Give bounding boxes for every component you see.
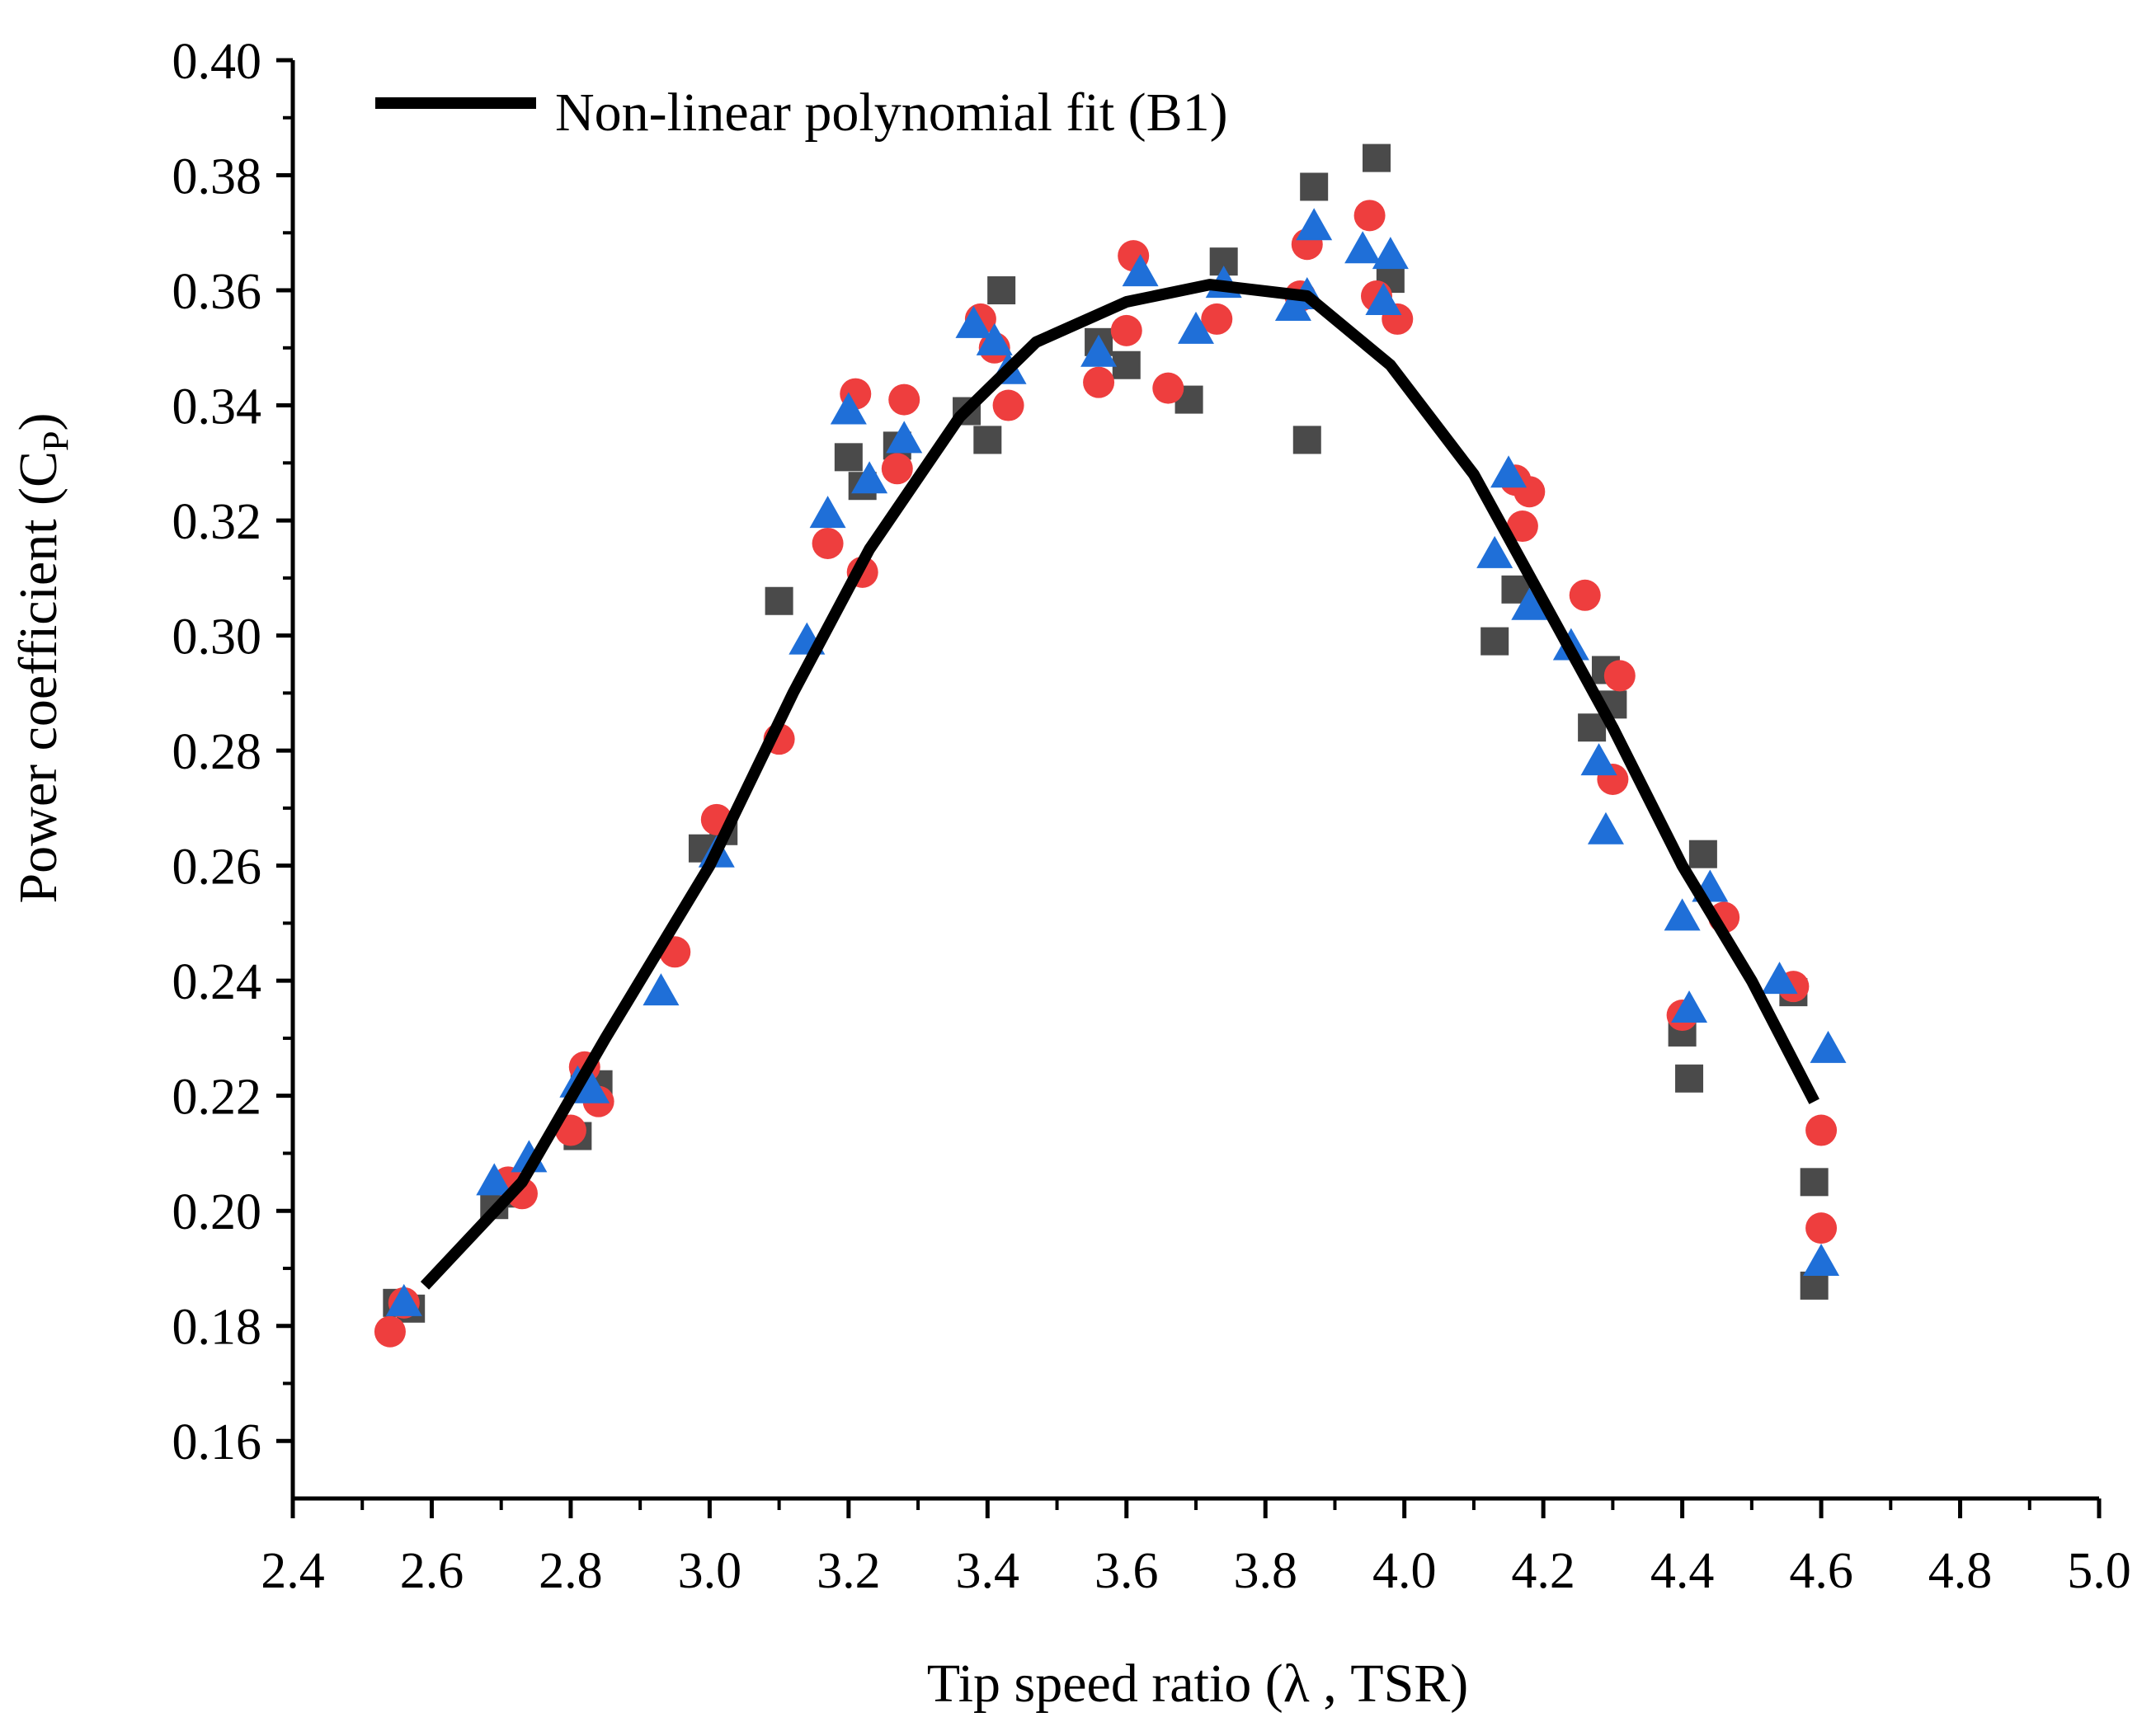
y-tick-label: 0.32 — [172, 494, 262, 550]
x-tick-label: 3.0 — [678, 1543, 742, 1599]
y-tick-label: 0.40 — [172, 34, 262, 90]
circle-point — [1353, 200, 1386, 232]
triangle-point — [476, 1163, 513, 1196]
fit-line-group — [420, 279, 1819, 1290]
x-tick-label: 5.0 — [2067, 1543, 2131, 1599]
legend: Non-linear polynomial fit (B1) — [375, 82, 1228, 143]
triangle-point — [1122, 254, 1159, 287]
circle-point — [1569, 579, 1601, 611]
square-point — [1800, 1168, 1829, 1197]
triangle-point — [1476, 535, 1513, 568]
y-axis-title-subscript: P — [35, 430, 76, 450]
circle-point — [888, 383, 920, 416]
square-point — [1800, 1271, 1829, 1300]
square-point — [1675, 1064, 1704, 1093]
x-axis-title: Tip speed ratio (λ , TSR) — [927, 1654, 1469, 1714]
y-tick-label: 0.16 — [172, 1414, 262, 1470]
triangle-point — [1178, 311, 1214, 344]
square-point — [1112, 350, 1141, 379]
x-tick-label: 4.2 — [1511, 1543, 1575, 1599]
y-tick-label: 0.24 — [172, 954, 262, 1010]
triangle-point — [1671, 990, 1708, 1023]
circle-point — [1506, 510, 1538, 543]
y-axis-title-paren-close: ) — [8, 412, 68, 430]
y-tick-label: 0.18 — [172, 1300, 262, 1356]
y-tick-label: 0.36 — [172, 264, 262, 320]
y-tick-label: 0.20 — [172, 1184, 262, 1240]
x-tick-label: 2.4 — [261, 1543, 325, 1599]
triangle-point — [643, 973, 680, 1006]
y-tick-label: 0.30 — [172, 609, 262, 666]
x-tick-label: 4.0 — [1372, 1543, 1437, 1599]
x-tick-label: 3.8 — [1233, 1543, 1297, 1599]
circle-point — [1110, 314, 1142, 346]
triangle-point — [1080, 334, 1118, 367]
circle-point — [992, 389, 1024, 421]
triangle-point — [573, 1070, 610, 1103]
x-tick-label: 3.2 — [817, 1543, 881, 1599]
triangle-point — [851, 461, 888, 494]
square-point — [987, 276, 1016, 305]
y-axis-title-paren-open: ( — [8, 487, 68, 519]
triangle-point — [1372, 237, 1409, 270]
x-tick-label: 4.6 — [1789, 1543, 1853, 1599]
fit-line — [420, 279, 1819, 1290]
x-tick-label: 3.4 — [956, 1543, 1020, 1599]
square-point — [1292, 426, 1321, 454]
circle-point — [1152, 372, 1184, 404]
square-point — [1688, 840, 1717, 868]
x-tick-label: 2.6 — [400, 1543, 464, 1599]
legend-label: Non-linear polynomial fit (B1) — [555, 82, 1228, 143]
ticks: 0.16 0.18 0.20 0.22 0.24 0.26 0.28 0.30 0.32 0.34… — [172, 34, 2131, 1599]
square-point — [834, 443, 863, 472]
y-tick-label: 0.38 — [172, 149, 262, 205]
circle-point — [1083, 366, 1115, 398]
y-tick-label: 0.28 — [172, 724, 262, 780]
square-point — [1480, 627, 1509, 656]
triangle-point — [1490, 455, 1528, 488]
triangle-point — [1580, 743, 1617, 776]
circle-point — [1805, 1114, 1838, 1146]
triangle-point — [955, 305, 992, 338]
triangle-point — [1761, 962, 1798, 995]
triangle-point — [976, 322, 1013, 355]
y-tick-label: 0.26 — [172, 840, 262, 896]
square-point — [973, 426, 1002, 454]
y-axis-title: Power coefficient (CP) — [8, 412, 76, 903]
y-tick-label: 0.34 — [172, 379, 262, 435]
circle-point — [1201, 303, 1233, 335]
triangle-point — [1664, 898, 1701, 931]
circle-point — [1603, 660, 1636, 692]
triangle-point — [1810, 1030, 1847, 1063]
square-point — [1363, 143, 1391, 172]
square-point — [765, 586, 793, 615]
y-axis-title-main: Power coefficient — [8, 519, 68, 903]
circle-point — [374, 1315, 406, 1348]
circle-point — [1805, 1212, 1838, 1244]
x-tick-label: 2.8 — [539, 1543, 603, 1599]
y-axis-title-symbol: C — [8, 451, 68, 487]
triangle-point — [886, 421, 923, 454]
triangle-point — [830, 392, 867, 425]
triangle-point — [1511, 587, 1548, 620]
triangle-point — [1344, 231, 1382, 264]
triangle-point — [1296, 208, 1333, 241]
x-tick-label: 4.4 — [1650, 1543, 1715, 1599]
y-tick-label: 0.22 — [172, 1070, 262, 1126]
x-tick-label: 4.8 — [1928, 1543, 1993, 1599]
triangle-point — [1803, 1243, 1840, 1276]
triangle-point — [385, 1283, 422, 1316]
triangle-point — [1365, 282, 1402, 315]
x-tick-label: 3.6 — [1094, 1543, 1159, 1599]
circle-point — [812, 527, 844, 559]
triangle-point — [809, 496, 846, 529]
circle-point — [881, 453, 913, 485]
square-point — [1300, 172, 1329, 201]
triangle-point — [1587, 812, 1624, 844]
